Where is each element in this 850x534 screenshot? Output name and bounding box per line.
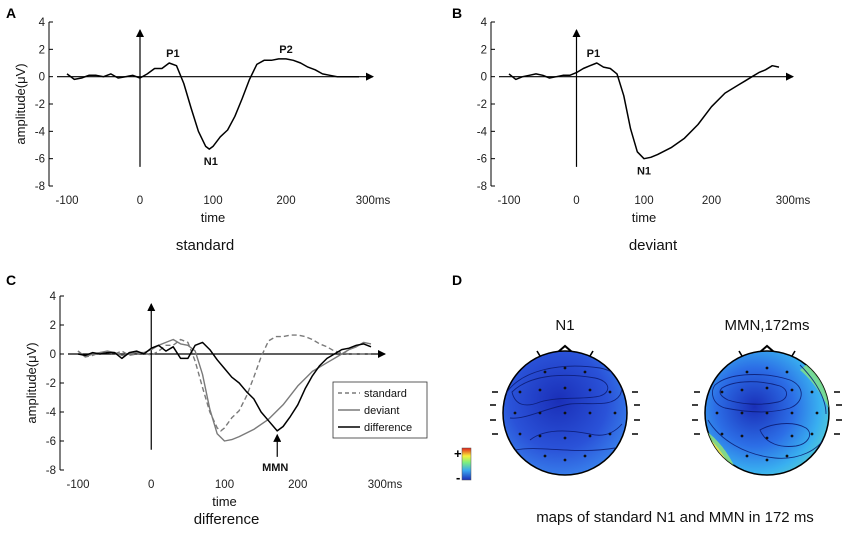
chart-difference: -8 -6 -4 -2 0 2 4 -100 0 100 200 300ms time amplitude… [24,291,403,528]
x-tick-label: 200 [288,479,307,491]
panel-letter-a: A [6,5,16,21]
x-tick-label: 100 [215,479,234,491]
map-title-mmn: MMN,172ms [724,317,809,334]
annotation-label: MMN [262,462,288,474]
y-tick-label: 0 [50,349,56,361]
y-tick-label: -2 [35,99,45,111]
y-tick-label: -2 [477,99,487,111]
head-nose-2 [759,344,775,353]
annotation-label: N1 [204,156,218,168]
y-tick-label: -6 [477,154,487,166]
annotation-label: P1 [166,48,179,60]
y-axis-label: amplitude(μV) [13,63,28,144]
x-tick-label: 0 [573,195,579,207]
head-nose [557,344,573,353]
x-axis-label: time [212,494,237,509]
y-tick-label: 2 [481,44,487,56]
caption-standard: standard [176,237,234,254]
y-axis-label: amplitude(μV) [24,342,39,423]
x-axis-label: time [632,210,657,225]
legend-label-standard: standard [364,388,407,400]
y-tick-label: 4 [39,17,46,29]
annotation-label: P2 [279,44,292,56]
x-tick-label: 200 [702,195,721,207]
x-tick-label: 200 [276,195,295,207]
x-axis-label: time [201,210,226,225]
y-tick-label: -6 [35,154,45,166]
series-line-standard [66,58,359,150]
y-tick-label: -4 [477,126,488,138]
y-tick-label: 2 [50,320,56,332]
y-tick-label: -2 [46,378,56,390]
panel-letter-c: C [6,272,16,288]
y-tick-label: 4 [481,17,488,29]
colorbar-minus: - [456,470,460,485]
annotation-label: N1 [637,166,651,178]
y-tick-label: 0 [39,72,45,84]
colorbar-gradient [461,447,472,481]
caption-difference: difference [194,511,260,528]
x-tick-label: 300ms [368,479,403,491]
legend: standard deviant difference [332,381,428,439]
series-line-deviant [508,62,780,160]
electrodes-n1 [513,366,617,462]
topomap-mmn [692,344,842,476]
panel-letter-d: D [452,272,462,288]
chart-standard: -8 -6 -4 -2 0 2 4 -100 0 100 200 300ms time amplitude… [13,17,391,225]
caption-maps: maps of standard N1 and MMN in 172 ms [536,509,814,526]
y-tick-label: 0 [481,72,487,84]
colorbar-plus: + [454,446,462,461]
annotation-label: P1 [587,48,600,60]
y-tick-label: -6 [46,436,56,448]
x-tick-label: 100 [203,195,222,207]
colorbar: + - [454,446,472,485]
y-tick-label: -8 [35,181,45,193]
y-tick-label: -8 [46,465,56,477]
x-tick-label: 100 [634,195,653,207]
series-line-difference [77,341,372,432]
y-tick-label: 2 [39,44,45,56]
legend-label-deviant: deviant [364,405,399,417]
y-tick-label: -8 [477,181,487,193]
caption-deviant: deviant [629,237,678,254]
x-tick-label: -100 [66,479,89,491]
series-line-deviant [77,338,372,442]
series-line-standard [77,334,371,432]
chart-deviant: -8 -6 -4 -2 0 2 4 -100 0 100 200 300ms time P1 N1 [477,17,811,225]
y-tick-label: -4 [46,407,57,419]
x-tick-label: 0 [148,479,154,491]
x-tick-label: -100 [497,195,520,207]
map-title-n1: N1 [555,317,574,334]
x-tick-label: 0 [137,195,143,207]
x-tick-label: -100 [55,195,78,207]
topomap-n1 [490,344,640,476]
panel-letter-b: B [452,5,462,21]
x-tick-label: 300ms [776,195,811,207]
legend-label-difference: difference [364,422,412,434]
y-tick-label: -4 [35,126,46,138]
electrodes-mmn [715,366,819,462]
y-tick-label: 4 [50,291,57,303]
x-tick-label: 300ms [356,195,391,207]
